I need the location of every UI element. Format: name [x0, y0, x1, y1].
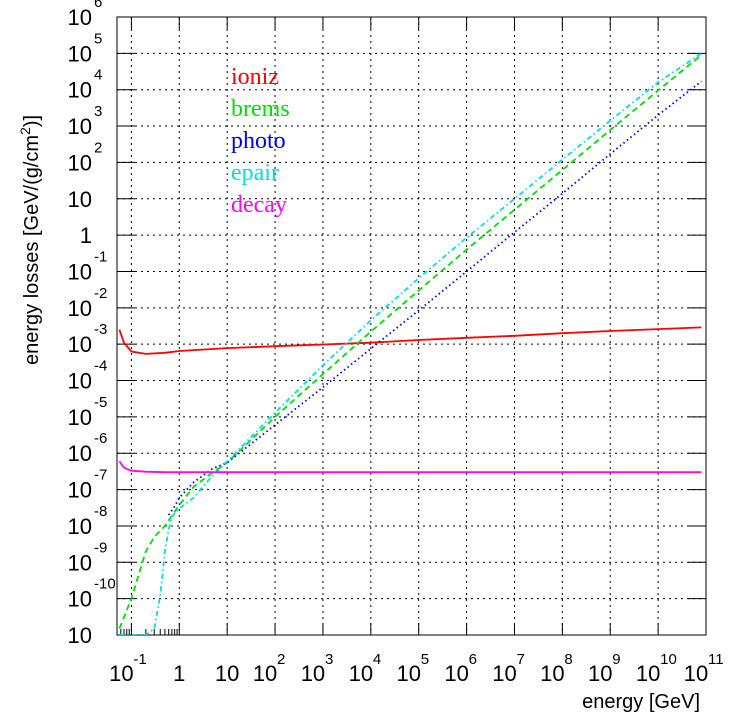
x-axis-label: energy [GeV] — [582, 691, 700, 713]
y-tick-label: 1 — [80, 223, 92, 248]
series-line-brems — [118, 54, 702, 629]
y-axis-label-end: )] — [21, 115, 43, 127]
y-tick-label: 10 — [68, 587, 92, 612]
y-tick-exponent: -8 — [94, 503, 107, 520]
x-tick-exponent: 5 — [421, 651, 429, 668]
y-tick-label: 10 — [68, 150, 92, 175]
x-tick-label: 10 — [540, 661, 564, 686]
series-line-ioniz — [118, 326, 702, 355]
x-tick-label: 10 — [684, 661, 708, 686]
y-tick-exponent: -5 — [94, 394, 107, 411]
y-tick-exponent: 3 — [94, 103, 102, 120]
x-tick-label: 10 — [636, 661, 660, 686]
y-tick-label: 10 — [68, 114, 92, 139]
y-tick-label: 10 — [68, 623, 92, 648]
x-tick-exponent: 7 — [516, 651, 524, 668]
x-tick-label: 10 — [109, 661, 133, 686]
x-tick-label: 10 — [492, 661, 516, 686]
y-tick-label: 10 — [68, 441, 92, 466]
y-tick-label: 10 — [68, 405, 92, 430]
y-tick-label: 10 — [68, 550, 92, 575]
y-axis-label-sup: 2 — [17, 127, 33, 135]
plot-frame — [116, 16, 707, 636]
x-tick-exponent: 3 — [325, 651, 333, 668]
x-tick-label: 10 — [215, 661, 239, 686]
y-tick-exponent: -1 — [94, 248, 107, 265]
x-tick-exponent: 11 — [708, 651, 724, 668]
y-tick-exponent: 2 — [94, 139, 102, 156]
x-tick-exponent: 10 — [660, 651, 677, 668]
x-tick-label: 10 — [349, 661, 373, 686]
x-tick-exponent: 6 — [469, 651, 477, 668]
legend-entry-photo: photo — [231, 128, 286, 154]
y-tick-labels: 10610510410310210110-110-210-310-410-510… — [68, 0, 116, 648]
y-tick-label: 10 — [68, 332, 92, 357]
series-line-epair — [119, 52, 702, 635]
legend-entry-brems: brems — [231, 96, 290, 122]
y-tick-label: 10 — [68, 478, 92, 503]
y-tick-label: 10 — [68, 41, 92, 66]
x-tick-exponent: 2 — [277, 651, 285, 668]
series-line-decay — [118, 460, 702, 474]
x-tick-label: 10 — [444, 661, 468, 686]
y-tick-exponent: -3 — [94, 321, 107, 338]
x-tick-label: 1 — [173, 661, 185, 686]
y-axis-label-main: energy losses [GeV/(g/cm — [21, 135, 43, 365]
series-lines — [118, 52, 702, 635]
x-tick-label: 10 — [588, 661, 612, 686]
x-tick-exponent: 8 — [564, 651, 572, 668]
x-tick-label: 10 — [253, 661, 277, 686]
y-tick-label: 10 — [68, 259, 92, 284]
legend-entry-decay: decay — [231, 192, 287, 218]
x-tick-label: 10 — [396, 661, 420, 686]
legend: ioniz brems photo epair decay — [231, 64, 290, 218]
legend-entry-ioniz: ioniz — [231, 64, 279, 90]
x-tick-exponent: 9 — [612, 651, 620, 668]
y-tick-label: 10 — [68, 296, 92, 321]
axis-ticks — [117, 16, 706, 636]
y-tick-exponent: -4 — [94, 358, 107, 375]
y-tick-label: 10 — [68, 78, 92, 103]
y-axis-label: energy losses [GeV/(g/cm2)] — [17, 115, 43, 365]
y-tick-exponent: 4 — [94, 67, 102, 84]
y-tick-exponent: -9 — [94, 539, 107, 556]
y-tick-exponent: -7 — [94, 467, 107, 484]
y-tick-exponent: -6 — [94, 430, 107, 447]
y-tick-label: 10 — [68, 5, 92, 30]
y-tick-exponent: -10 — [94, 576, 116, 593]
x-tick-exponent: 4 — [373, 651, 381, 668]
x-tick-label: 10 — [301, 661, 325, 686]
y-tick-exponent: -2 — [94, 285, 107, 302]
y-tick-exponent: 6 — [94, 0, 102, 11]
x-tick-exponent: -1 — [133, 651, 146, 668]
series-line-photo — [167, 80, 702, 516]
grid — [117, 17, 706, 635]
legend-entry-epair: epair — [231, 160, 279, 186]
y-tick-label: 10 — [68, 514, 92, 539]
y-tick-label: 10 — [68, 187, 92, 212]
y-tick-label: 10 — [68, 369, 92, 394]
y-tick-exponent: 5 — [94, 30, 102, 47]
